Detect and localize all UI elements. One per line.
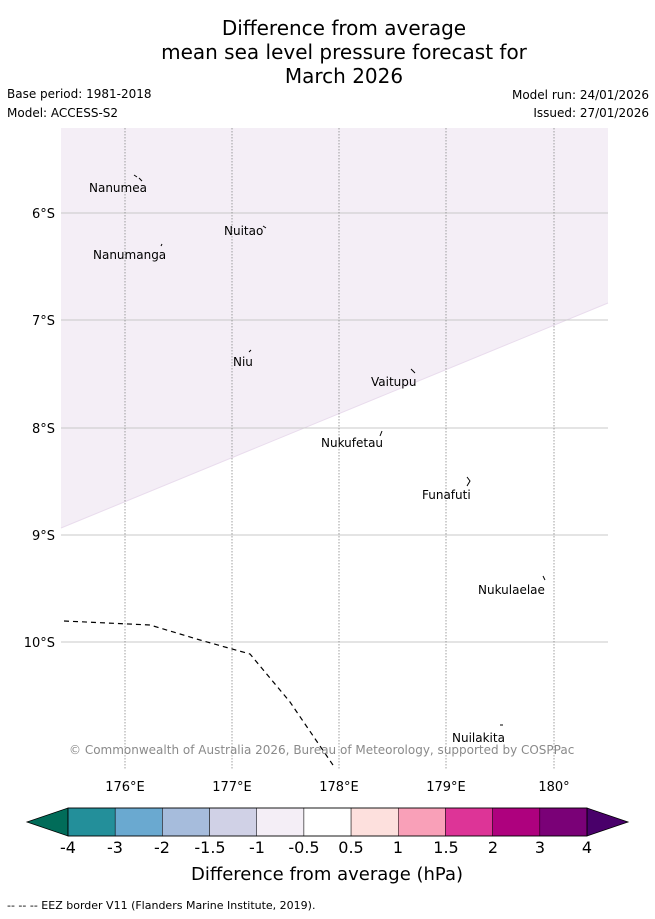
- model-text: Model: ACCESS-S2: [7, 106, 119, 120]
- lon-label-176e: 176°E: [105, 780, 145, 795]
- colorbar-cell: [209, 807, 257, 837]
- lat-label-8s: 8°S: [32, 422, 55, 437]
- colorbar-tick-label: -2: [154, 838, 170, 857]
- colorbar-cell: [398, 807, 446, 837]
- place-label-nukufetau: Nukufetau: [321, 436, 383, 450]
- colorbar-tick-label: 0.5: [338, 838, 363, 857]
- place-label-nuitao: Nuitao: [224, 224, 263, 238]
- island-funafuti: [466, 476, 471, 487]
- title-line-2: mean sea level pressure forecast for: [161, 40, 527, 64]
- colorbar-frame: [67, 807, 588, 837]
- colorbar-tick-label: 2: [488, 838, 498, 857]
- island-outlines: [133, 174, 546, 726]
- title-line-3: March 2026: [284, 64, 404, 88]
- lat-label-10s: 10°S: [24, 636, 55, 651]
- colorbar-over-arrow: [586, 807, 630, 837]
- island-nanumea: [133, 174, 143, 182]
- colorbar-tick-label: -1.5: [194, 838, 225, 857]
- colorbar-cell: [67, 807, 116, 837]
- colorbar: -4 -3 -2 -1.5 -1 -0.5 0.5 1 1.5 2 3 4 Di…: [25, 807, 630, 885]
- place-label-nuilakita: Nuilakita: [452, 731, 505, 745]
- colorbar-tick-label: -1: [249, 838, 265, 857]
- colorbar-cell: [539, 807, 588, 837]
- base-period-text: Base period: 1981-2018: [7, 87, 152, 101]
- lat-label-6s: 6°S: [32, 207, 55, 222]
- place-label-nanumanga: Nanumanga: [93, 248, 166, 262]
- colorbar-axis-label: Difference from average (hPa): [191, 864, 463, 885]
- colorbar-cell: [114, 807, 163, 837]
- issued-text: Issued: 27/01/2026: [533, 106, 649, 120]
- map-title: Difference from average mean sea level p…: [0, 16, 655, 88]
- colorbar-tick-label: 3: [535, 838, 545, 857]
- colorbar-tick-label: 1: [393, 838, 403, 857]
- island-nuitao: [262, 225, 267, 229]
- eez-legend-text: -- -- -- EEZ border V11 (Flanders Marine…: [7, 899, 316, 912]
- colorbar-tick-label: 4: [582, 838, 592, 857]
- colorbar-cell: [445, 807, 493, 837]
- island-niu: [248, 349, 252, 353]
- place-label-niu: Niu: [233, 355, 253, 369]
- colorbar-under-arrow: [25, 807, 69, 837]
- model-run-text: Model run: 24/01/2026: [511, 88, 649, 102]
- colorbar-cell: [303, 807, 352, 837]
- lon-label-178e: 178°E: [319, 780, 359, 795]
- colorbar-cell: [350, 807, 399, 837]
- colorbar-tick-label: -0.5: [288, 838, 319, 857]
- lon-label-179e: 179°E: [426, 780, 466, 795]
- colorbar-tick-label: 1.5: [433, 838, 458, 857]
- island-nukufetau: [379, 430, 383, 437]
- copyright-text: © Commonwealth of Australia 2026, Bureau…: [69, 743, 574, 757]
- lon-label-180: 180°: [538, 780, 569, 795]
- island-vaitupu: [410, 368, 416, 374]
- anomaly-band-edge: [60, 302, 609, 529]
- place-label-nukulaelae: Nukulaelae: [478, 583, 545, 597]
- title-line-1: Difference from average: [221, 16, 467, 40]
- colorbar-cell: [256, 807, 305, 837]
- place-label-funafuti: Funafuti: [422, 488, 471, 502]
- lat-label-7s: 7°S: [32, 314, 55, 329]
- longitude-gridlines: [124, 128, 555, 770]
- colorbar-tick-label: -4: [60, 838, 76, 857]
- colorbar-tick-label: -3: [107, 838, 123, 857]
- island-nanumanga: [160, 243, 163, 247]
- lat-label-9s: 9°S: [32, 529, 55, 544]
- colorbar-cell: [492, 807, 541, 837]
- lon-label-177e: 177°E: [212, 780, 252, 795]
- island-nukulaelae: [542, 575, 546, 581]
- eez-border-line: [63, 620, 336, 769]
- latitude-gridlines: [61, 212, 608, 643]
- colorbar-cell: [162, 807, 210, 837]
- place-label-nanumea: Nanumea: [89, 181, 147, 195]
- place-label-vaitupu: Vaitupu: [371, 375, 417, 389]
